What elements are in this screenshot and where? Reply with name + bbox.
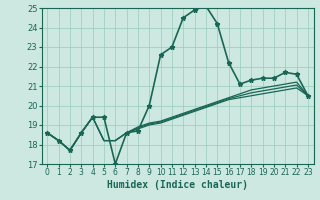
- X-axis label: Humidex (Indice chaleur): Humidex (Indice chaleur): [107, 180, 248, 190]
